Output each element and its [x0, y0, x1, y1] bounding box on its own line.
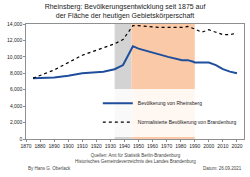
svg-text:1970: 1970 [161, 143, 172, 149]
svg-text:1920: 1920 [91, 143, 102, 149]
svg-text:1990: 1990 [189, 143, 200, 149]
svg-text:4,000: 4,000 [10, 103, 23, 109]
svg-text:Quellen: Amt für Statistik Ber: Quellen: Amt für Statistik Berlin-Brande… [75, 153, 196, 164]
svg-text:By Hans G. Oberlack: By Hans G. Oberlack [28, 166, 71, 171]
svg-text:1870: 1870 [20, 143, 31, 149]
svg-text:10,000: 10,000 [7, 54, 23, 60]
svg-text:Rheinsberg: Bevölkerungsentwic: Rheinsberg: Bevölkerungsentwicklung seit… [45, 3, 206, 20]
svg-text:1950: 1950 [133, 143, 144, 149]
svg-text:2,000: 2,000 [10, 119, 23, 125]
svg-text:2010: 2010 [217, 143, 228, 149]
svg-text:0: 0 [20, 136, 23, 142]
svg-text:1880: 1880 [34, 143, 45, 149]
svg-text:Datum: 26.09.2021: Datum: 26.09.2021 [203, 166, 242, 171]
svg-text:1940: 1940 [119, 143, 130, 149]
svg-text:1910: 1910 [77, 143, 88, 149]
svg-text:6,000: 6,000 [10, 86, 23, 92]
svg-text:1980: 1980 [175, 143, 186, 149]
svg-text:2000: 2000 [203, 143, 214, 149]
svg-text:2020: 2020 [231, 143, 242, 149]
svg-text:12,000: 12,000 [7, 37, 23, 43]
svg-text:1960: 1960 [147, 143, 158, 149]
svg-text:8,000: 8,000 [10, 70, 23, 76]
svg-text:14,000: 14,000 [7, 21, 23, 27]
svg-text:1890: 1890 [49, 143, 60, 149]
svg-text:1900: 1900 [63, 143, 74, 149]
svg-text:1930: 1930 [105, 143, 116, 149]
svg-text:Bevölkerung von Rheinsberg: Bevölkerung von Rheinsberg [138, 100, 202, 106]
svg-text:Normalisierte Bevölkerung von: Normalisierte Bevölkerung von Brandenbur… [138, 119, 237, 125]
